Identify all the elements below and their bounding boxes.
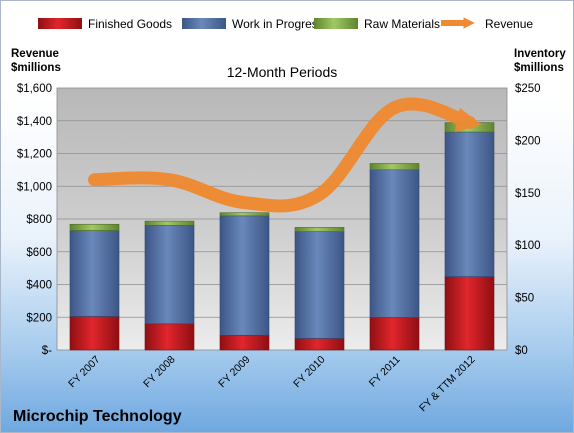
bar-raw-materials [69, 223, 120, 231]
bar-work-in-progress [369, 169, 420, 318]
legend-label-work-in-progress: Work in Progress [232, 17, 324, 31]
left-tick-label: $400 [26, 280, 52, 292]
x-tick-label: FY 2010 [291, 354, 328, 391]
right-axis-title-line1: Inventory [514, 48, 566, 60]
bar-raw-materials [144, 220, 195, 226]
bars [69, 122, 495, 351]
bar-work-in-progress [294, 231, 345, 339]
left-tick-label: $200 [26, 312, 52, 324]
chart-title: 12-Month Periods [227, 64, 338, 80]
bar-raw-materials [294, 227, 345, 232]
legend-label-raw-materials: Raw Materials [364, 17, 440, 31]
bar-work-in-progress [444, 131, 495, 277]
x-axis-ticks: FY 2007 FY 2008 FY 2009 FY 2010 FY 2011 FY & … [66, 354, 478, 415]
legend-swatch-raw-materials [314, 18, 358, 29]
left-tick-label: $1,600 [17, 83, 52, 95]
revenue-line [88, 97, 482, 213]
bar-finished-goods [444, 276, 495, 351]
x-tick-label: FY & TTM 2012 [417, 354, 478, 415]
bar-finished-goods [69, 316, 120, 351]
left-tick-label: $1,200 [17, 149, 52, 161]
bar-raw-materials [219, 212, 270, 217]
right-axis-title-line2: $millions [514, 62, 564, 74]
bar-work-in-progress [69, 230, 120, 317]
left-tick-label: $800 [26, 214, 52, 226]
legend: Finished Goods Work in Progress Raw Mate… [38, 17, 533, 31]
bar-finished-goods [144, 323, 195, 351]
legend-swatch-finished-goods [38, 18, 82, 29]
left-tick-label: $1,400 [17, 116, 52, 128]
right-tick-label: $250 [515, 83, 541, 95]
left-axis-ticks: $- $200 $400 $600 $800 $1,000 $1,200 $1,400 $1,6… [17, 83, 52, 357]
left-axis-title-line2: $millions [11, 62, 61, 74]
gridlines [57, 120, 507, 318]
x-tick-label: FY 2009 [216, 354, 253, 391]
bar-finished-goods [219, 335, 270, 351]
right-tick-label: $200 [515, 135, 541, 147]
bar-raw-materials [369, 163, 420, 171]
right-tick-label: $100 [515, 240, 541, 252]
bar-work-in-progress [219, 215, 270, 336]
x-tick-label: FY 2011 [367, 354, 403, 390]
legend-swatch-work-in-progress [182, 18, 226, 29]
legend-label-finished-goods: Finished Goods [88, 17, 172, 31]
bar-work-in-progress [144, 224, 195, 325]
right-tick-label: $50 [515, 293, 534, 305]
legend-label-revenue: Revenue [485, 17, 533, 31]
x-tick-label: FY 2008 [141, 354, 178, 391]
bar-finished-goods [294, 338, 345, 351]
x-tick-label: FY 2007 [66, 354, 103, 391]
right-axis-ticks: $0 $50 $100 $150 $200 $250 [515, 83, 541, 357]
right-tick-label: $0 [515, 345, 528, 357]
left-tick-label: $1,000 [17, 181, 52, 193]
left-tick-label: $- [42, 345, 52, 357]
right-tick-label: $150 [515, 188, 541, 200]
left-axis-title-line1: Revenue [11, 48, 59, 60]
company-name: Microchip Technology [13, 408, 182, 425]
bar-finished-goods [369, 317, 420, 351]
revenue-line-group [88, 97, 482, 213]
left-tick-label: $600 [26, 247, 52, 259]
